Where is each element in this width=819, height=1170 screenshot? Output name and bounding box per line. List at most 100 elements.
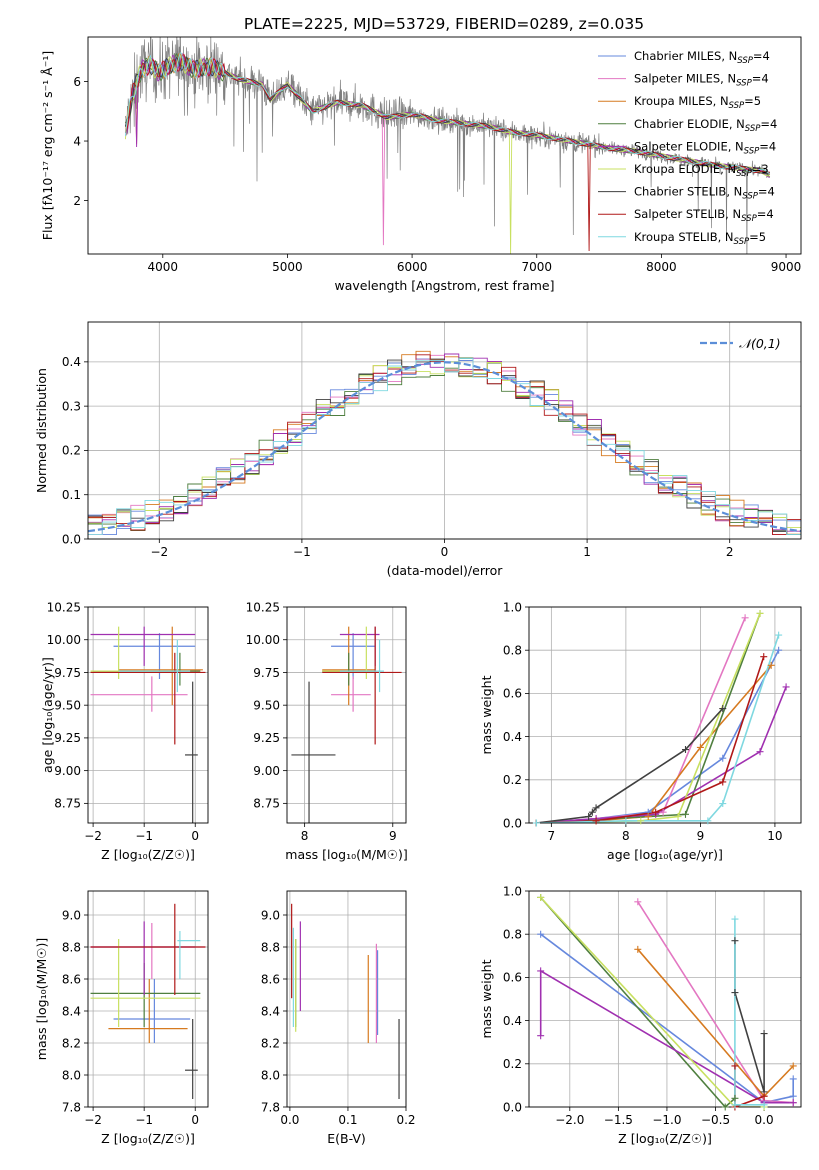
legend-entry: Kroupa ELODIE, NSSP=3 (634, 162, 769, 179)
weight-marker (537, 967, 545, 975)
y-tick-label: 0.3 (62, 399, 81, 413)
weight-line-7 (536, 707, 724, 823)
y-tick-label: 0.6 (503, 971, 522, 985)
y-tick-label: 0.2 (62, 444, 81, 458)
weight-marker (731, 1094, 739, 1102)
weight-marker (721, 1103, 729, 1111)
x-axis-label: Z [log₁₀(Z/Z☉)] (101, 1131, 195, 1146)
weight-marker (634, 898, 642, 906)
x-tick-label: 1 (583, 545, 591, 559)
chart-residuals: −2 −1 0 1 2 0.0 0.1 0.2 0.3 0.4 (data-model)/error… (34, 321, 802, 578)
weight-marker (704, 817, 712, 825)
y-axis-label: Flux [fλ10⁻¹⁷ erg cm⁻² s⁻¹ Å⁻¹] (40, 51, 55, 240)
y-tick-label: 8.75 (253, 797, 280, 811)
y-tick-label: 0.2 (503, 773, 522, 787)
axes-frame (286, 890, 407, 1108)
y-axis-label: mass weight (479, 675, 494, 754)
weight-marker (719, 705, 727, 713)
y-tick-label: 9.75 (253, 666, 280, 680)
x-axis-label: Z [log₁₀(Z/Z☉)] (101, 847, 195, 862)
legend-entry: 𝒩(0,1) (739, 336, 781, 351)
y-tick-label: 9.00 (253, 764, 280, 778)
weight-marker (731, 1062, 739, 1070)
y-axis-label: Normed distribution (34, 368, 49, 493)
y-tick-label: 8.6 (62, 972, 81, 986)
y-tick-label: 10.25 (246, 600, 280, 614)
y-tick-label: 0.0 (62, 532, 81, 546)
plot-area (291, 903, 400, 1099)
weight-marker (789, 1062, 797, 1070)
x-tick-label: 5000 (272, 260, 303, 274)
weight-line-6 (540, 896, 765, 1107)
x-tick-label: 0 (191, 829, 199, 843)
legend-entry: Salpeter ELODIE, NSSP=4 (634, 139, 776, 156)
chart-spectrum: 4000 5000 6000 7000 8000 9000 2 4 6 wavelength [A… (40, 36, 802, 293)
x-tick-label: 9 (389, 829, 397, 843)
x-tick-label: 8000 (646, 260, 677, 274)
weight-marker (537, 1032, 545, 1040)
y-tick-label: 8.0 (62, 1068, 81, 1082)
weight-marker (588, 808, 596, 816)
x-tick-label: 8 (622, 829, 630, 843)
weight-marker (537, 930, 545, 938)
x-tick-label: −1 (135, 829, 153, 843)
frame-layer: 0.0 0.1 0.2 7.8 8.0 8.2 8.4 8.6 8.8 9.0 E(B-V) (261, 890, 416, 1146)
grid (287, 891, 407, 1108)
legend-entry: Salpeter MILES, NSSP=4 (634, 72, 769, 89)
axes-frame (528, 606, 802, 824)
frame-layer: −2 −1 0 1 2 0.0 0.1 0.2 0.3 0.4 (data-model)/error… (34, 321, 802, 578)
x-axis-label: (data-model)/error (387, 563, 504, 578)
y-tick-label: 10.00 (47, 633, 81, 647)
legend-entry: Chabrier ELODIE, NSSP=4 (634, 117, 777, 134)
frame-layer: 7 8 9 10 0.0 0.2 0.4 0.6 0.8 1.0 age [log₁₀(age/yr… (479, 600, 802, 862)
weight-line-8 (536, 656, 765, 823)
chart-age-vs-Z: −2 −1 0 8.75 9.00 9.25 9.50 9.75 10.00 10.25 Z [lo… (40, 600, 209, 862)
x-tick-label: 4000 (148, 260, 179, 274)
y-tick-label: 9.50 (54, 698, 81, 712)
weight-marker (775, 646, 783, 654)
weight-marker (731, 915, 739, 923)
x-tick-label: 9000 (771, 260, 802, 274)
chart-massweight-vs-age: 7 8 9 10 0.0 0.2 0.4 0.6 0.8 1.0 age [log₁₀(age/yr… (479, 600, 802, 862)
plot-area (90, 903, 206, 1099)
model-spectrum-6 (124, 54, 770, 254)
y-tick-label: 10.25 (47, 600, 81, 614)
weight-marker (592, 804, 600, 812)
chart-massweight-vs-Z: −2.0 −1.5 −1.0 −0.5 0.0 0.0 0.2 0.4 0.6 0.8 1.0 Z [… (479, 884, 802, 1146)
y-axis-label: mass [log₁₀(M/M☉)] (34, 938, 49, 1060)
frame-layer: 8 9 8.75 9.00 9.25 9.50 9.75 10.00 10.25 mass [lo… (246, 600, 408, 862)
plot-area (90, 626, 206, 823)
x-tick-label: −2 (84, 1113, 102, 1127)
x-tick-label: 0.0 (755, 1113, 774, 1127)
frame-layer: −2 −1 0 7.8 8.0 8.2 8.4 8.6 8.8 9.0 Z [log₁₀(Z/Z☉)… (34, 890, 209, 1146)
weight-marker (674, 813, 682, 821)
y-tick-label: 8.8 (62, 940, 81, 954)
y-tick-label: 4 (73, 134, 81, 148)
x-tick-label: −1.0 (652, 1113, 681, 1127)
weight-marker (789, 1092, 797, 1100)
y-tick-label: 8.0 (261, 1068, 280, 1082)
y-tick-label: 8.8 (261, 940, 280, 954)
y-tick-label: 8.2 (62, 1036, 81, 1050)
weight-marker (719, 800, 727, 808)
y-tick-label: 9.0 (62, 908, 81, 922)
legend-entry: Chabrier MILES, NSSP=4 (634, 49, 770, 66)
x-tick-label: 0 (441, 545, 449, 559)
weight-marker (634, 945, 642, 953)
plot-area (536, 613, 787, 823)
y-tick-label: 9.25 (54, 731, 81, 745)
weight-marker (719, 754, 727, 762)
y-axis-label: mass weight (479, 959, 494, 1038)
y-tick-label: 9.50 (253, 698, 280, 712)
weight-marker (782, 683, 790, 691)
y-tick-label: 9.75 (54, 666, 81, 680)
y-axis-label: age [log₁₀(age/yr)] (40, 657, 55, 773)
legend-entry: Chabrier STELIB, NSSP=4 (634, 185, 775, 202)
y-tick-label: 6 (73, 75, 81, 89)
weight-marker (789, 1099, 797, 1107)
x-axis-label: wavelength [Angstrom, rest frame] (334, 278, 554, 293)
y-tick-label: 8.4 (261, 1004, 280, 1018)
x-tick-label: −2 (150, 545, 168, 559)
x-tick-label: −1 (135, 1113, 153, 1127)
